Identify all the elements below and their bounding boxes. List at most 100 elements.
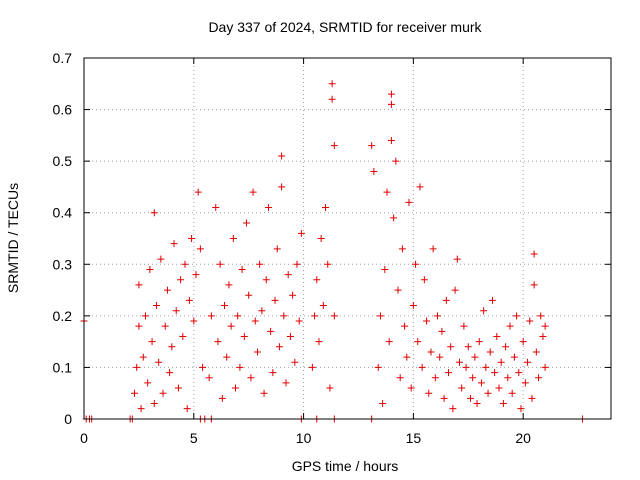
plot-frame: [83, 57, 612, 420]
data-point: [418, 363, 426, 371]
data-point: [502, 343, 510, 351]
data-point: [541, 363, 549, 371]
data-point: [148, 338, 156, 346]
data-point: [163, 286, 171, 294]
y-tick-label: 0.5: [53, 153, 73, 169]
data-point: [398, 245, 406, 253]
data-point: [504, 374, 512, 382]
data-point: [141, 312, 149, 320]
data-point: [482, 363, 490, 371]
data-point: [280, 312, 288, 320]
data-point: [174, 384, 182, 392]
data-point: [387, 90, 395, 98]
data-point: [436, 353, 444, 361]
data-point: [188, 235, 196, 242]
data-point: [271, 296, 279, 304]
data-point: [403, 353, 411, 361]
data-point: [414, 338, 422, 346]
data-point: [137, 405, 145, 413]
y-tick-label: 0.4: [53, 205, 73, 221]
data-point: [486, 348, 494, 356]
data-point: [308, 363, 316, 371]
data-point: [218, 394, 226, 402]
data-point: [194, 188, 202, 196]
data-point: [146, 265, 154, 273]
data-point: [535, 374, 543, 382]
data-point: [278, 183, 286, 191]
data-point: [412, 260, 420, 268]
data-point: [278, 152, 286, 160]
data-point: [488, 296, 496, 304]
y-tick-label: 0.7: [53, 50, 73, 66]
data-point: [236, 363, 244, 371]
data-point: [497, 358, 505, 366]
data-point: [434, 312, 442, 320]
data-point: [245, 291, 253, 299]
data-point: [528, 394, 536, 402]
data-point: [311, 312, 319, 320]
data-point: [493, 332, 501, 340]
y-tick-label: 0.3: [53, 256, 73, 272]
data-point: [368, 142, 376, 150]
data-point: [506, 322, 514, 330]
data-point: [150, 400, 158, 408]
chart-title: Day 337 of 2024, SRMTID for receiver mur…: [208, 19, 482, 35]
data-point: [192, 271, 200, 279]
data-point: [214, 338, 222, 346]
data-point: [135, 322, 143, 330]
x-tick-label: 0: [80, 430, 88, 446]
data-point: [313, 276, 321, 284]
data-point: [139, 353, 147, 361]
data-point: [225, 281, 233, 289]
grid-layer: [84, 58, 611, 419]
data-point: [524, 358, 532, 366]
data-point: [530, 281, 538, 289]
x-tick-label: 10: [296, 430, 312, 446]
data-point: [264, 204, 272, 212]
data-point: [190, 317, 198, 325]
data-point: [161, 322, 169, 330]
data-point: [253, 348, 261, 356]
data-point: [326, 384, 334, 392]
data-point: [168, 343, 176, 351]
data-point: [387, 137, 395, 145]
data-point: [515, 369, 523, 377]
data-point: [317, 235, 325, 242]
data-point: [379, 400, 387, 408]
data-point: [155, 358, 163, 366]
data-point: [240, 332, 248, 340]
data-point: [273, 245, 281, 253]
data-point: [199, 363, 207, 371]
data-point: [223, 353, 231, 361]
data-point: [284, 271, 292, 279]
data-point: [409, 302, 417, 310]
data-point: [423, 317, 431, 325]
y-tick-label: 0.2: [53, 308, 73, 324]
data-point: [517, 405, 525, 413]
y-tick-label: 0.6: [53, 102, 73, 118]
data-point: [541, 322, 549, 330]
data-point: [425, 389, 433, 397]
data-point: [532, 348, 540, 356]
data-point: [491, 369, 499, 377]
data-point: [438, 327, 446, 335]
y-tick-label: 0.1: [53, 359, 73, 375]
x-tick-label: 15: [406, 430, 422, 446]
data-point: [392, 157, 400, 165]
data-point: [499, 400, 507, 408]
data-point: [328, 95, 336, 103]
ticks-layer: 0 5 10 15 20 0 0.1 0.2 0.3 0.4 0.5 0.6 0.7: [53, 50, 611, 446]
data-point: [374, 363, 382, 371]
data-point: [315, 338, 323, 346]
data-point: [510, 353, 518, 361]
data-point: [521, 379, 529, 387]
data-point: [431, 374, 439, 382]
data-point: [150, 209, 158, 217]
data-point: [401, 322, 409, 330]
data-point: [453, 255, 461, 263]
data-point: [205, 374, 213, 382]
data-point: [144, 379, 152, 387]
data-point: [495, 384, 503, 392]
data-point: [381, 265, 389, 273]
